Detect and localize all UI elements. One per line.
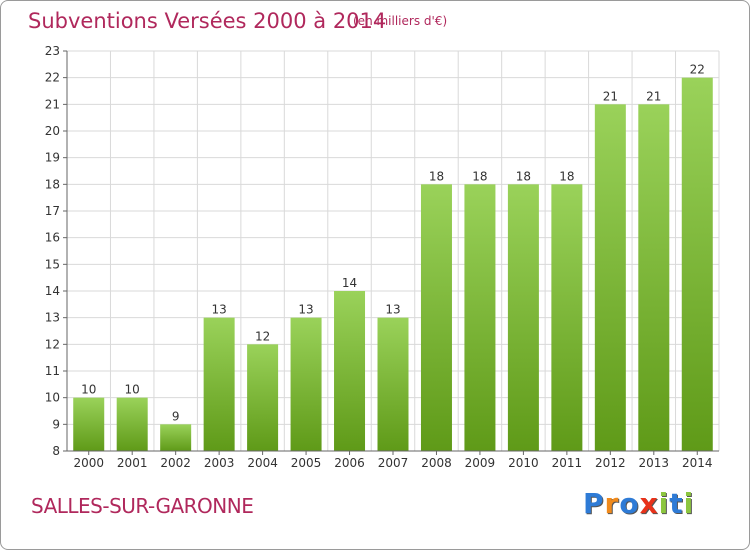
- logo-letter: r: [604, 487, 620, 520]
- y-tick-label: 17: [45, 204, 60, 218]
- y-tick-label: 15: [45, 257, 60, 271]
- x-tick-label: 2005: [291, 456, 322, 470]
- x-tick-label: 2000: [73, 456, 104, 470]
- y-tick-label: 22: [45, 71, 60, 85]
- bar: [116, 397, 148, 451]
- bars: [73, 77, 713, 452]
- y-tick-label: 21: [45, 97, 60, 111]
- axes: 8 9 10 11 12 13 14 15 16 17 18 19 20 21 22 23 2000 2001 20…: [45, 44, 719, 470]
- data-label: 10: [125, 383, 140, 397]
- logo-letter: t: [669, 487, 684, 520]
- data-label: 18: [472, 169, 487, 183]
- x-tick-label: 2006: [334, 456, 365, 470]
- data-label: 21: [646, 89, 661, 103]
- data-labels: 10 10 9 13 12 13 14 13 18 18 18 18 21 21 22: [81, 63, 705, 424]
- x-tick-label: 2012: [595, 456, 626, 470]
- y-tick-label: 13: [45, 311, 60, 325]
- x-tick-label: 2014: [682, 456, 713, 470]
- y-tick-label: 18: [45, 177, 60, 191]
- proxiti-logo: Proxiti: [583, 487, 694, 520]
- x-tick-label: 2007: [378, 456, 409, 470]
- x-tick-label: 2003: [204, 456, 235, 470]
- x-tick-label: 2002: [160, 456, 191, 470]
- y-tick-label: 20: [45, 124, 60, 138]
- y-tick-label: 10: [45, 391, 60, 405]
- bar: [160, 424, 192, 451]
- y-tick-label: 23: [45, 44, 60, 58]
- data-label: 18: [516, 169, 531, 183]
- y-tick-label: 8: [52, 444, 60, 458]
- data-label: 13: [298, 303, 313, 317]
- y-tick-label: 12: [45, 337, 60, 351]
- bar: [507, 184, 539, 452]
- bar: [377, 317, 409, 451]
- bar: [464, 184, 496, 452]
- y-tick-label: 9: [52, 417, 60, 431]
- bar: [203, 317, 235, 451]
- data-label: 13: [385, 303, 400, 317]
- data-label: 9: [172, 409, 180, 423]
- bar: [638, 104, 670, 451]
- bar: [551, 184, 583, 452]
- logo-letter: i: [658, 487, 670, 520]
- data-label: 10: [81, 383, 96, 397]
- bar: [73, 397, 105, 451]
- x-tick-label: 2008: [421, 456, 452, 470]
- chart-title: Subventions Versées 2000 à 2014: [28, 9, 387, 33]
- bar: [681, 77, 713, 452]
- y-tick-label: 16: [45, 231, 60, 245]
- data-label: 18: [559, 169, 574, 183]
- bar: [420, 184, 452, 452]
- bar: [334, 291, 366, 451]
- x-tick-label: 2009: [465, 456, 496, 470]
- data-label: 21: [603, 89, 618, 103]
- data-label: 18: [429, 169, 444, 183]
- logo-letter: o: [619, 487, 640, 520]
- bar: [594, 104, 626, 451]
- commune-name: SALLES-SUR-GARONNE: [31, 494, 254, 518]
- logo-letter: P: [583, 487, 605, 520]
- x-tick-label: 2004: [247, 456, 278, 470]
- bar: [247, 344, 279, 451]
- logo-letter: i: [683, 487, 695, 520]
- x-tick-label: 2011: [552, 456, 583, 470]
- y-tick-label: 14: [45, 284, 60, 298]
- data-label: 22: [690, 63, 705, 77]
- y-tick-label: 11: [45, 364, 60, 378]
- x-tick-label: 2010: [508, 456, 539, 470]
- x-tick-label: 2013: [639, 456, 670, 470]
- x-tick-label: 2001: [117, 456, 148, 470]
- data-label: 14: [342, 276, 357, 290]
- data-label: 12: [255, 329, 270, 343]
- data-label: 13: [211, 303, 226, 317]
- bar: [290, 317, 322, 451]
- logo-letter: x: [639, 487, 659, 520]
- y-tick-label: 19: [45, 151, 60, 165]
- chart-subtitle: (en milliers d'€): [353, 14, 448, 28]
